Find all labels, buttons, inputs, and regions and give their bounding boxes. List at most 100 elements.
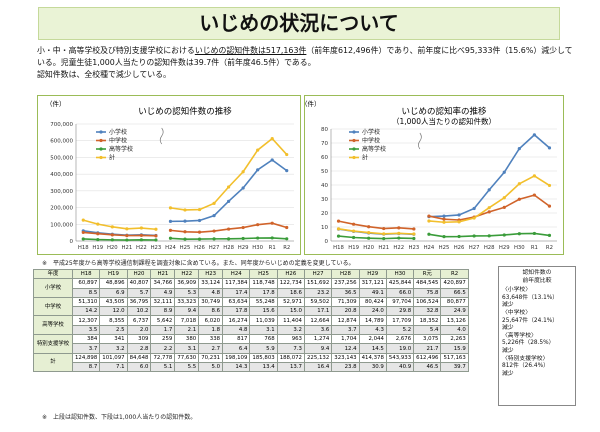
data-point <box>197 230 202 234</box>
data-point <box>168 236 173 240</box>
data-point <box>154 238 158 242</box>
rate-cell: 19.0 <box>385 343 415 354</box>
count-cell: 341 <box>99 334 128 345</box>
count-cell: 1,704 <box>331 334 360 345</box>
count-cell: 817 <box>222 334 251 345</box>
count-cell: 151,692 <box>303 278 333 289</box>
rate-cell: 6.4 <box>222 343 251 354</box>
data-point <box>256 236 260 240</box>
rate-cell: 5.4 <box>413 324 442 336</box>
y-tick-label: 200,000 <box>50 206 73 212</box>
x-tick-label: H30 <box>252 245 263 251</box>
table-row: 中学校 51,310 43,505 36,795 32,111 33,323 30,749 6… <box>33 296 469 317</box>
data-point <box>412 227 416 231</box>
table-row: 特別支援学校 384 341 309 259 380 338 817 768 963 1,274 1,… <box>33 334 469 354</box>
table-note: ※ 上段は認知件数、下段は1,000人当たりの認知件数。 <box>42 414 197 421</box>
comparison-line: 減少 <box>502 302 514 309</box>
data-point <box>256 148 260 152</box>
rate-cell: 8.9 <box>150 306 176 317</box>
data-point <box>285 169 289 173</box>
legend-label: 高等学校 <box>109 145 133 153</box>
y-unit-label: （件） <box>305 99 321 108</box>
rate-cell: 15.9 <box>440 343 469 354</box>
count-cell: 11,039 <box>249 315 278 326</box>
rate-cell: 6.9 <box>99 287 128 298</box>
data-point <box>367 236 371 240</box>
data-point <box>183 208 187 212</box>
x-tick-label: H18 <box>333 245 344 251</box>
comparison-line: 〈高等学校〉 <box>502 332 537 339</box>
comparison-box: 認知件数の 前年度比較 〈小学校〉 63,648件（13.1%） 減少 〈中学校〉 25… <box>498 266 576 406</box>
data-point <box>154 227 158 231</box>
row-label: 小学校 <box>33 278 73 298</box>
data-point <box>547 233 552 237</box>
data-point <box>227 227 231 231</box>
x-tick-label: R1 <box>269 245 276 251</box>
count-cell: 425,844 <box>385 278 415 289</box>
count-cell: 188,072 <box>276 352 305 363</box>
data-point <box>270 158 274 162</box>
x-tick-label: H23 <box>408 245 419 251</box>
count-cell: 317,121 <box>358 278 387 289</box>
count-cell: 101,097 <box>99 352 128 363</box>
count-cell: 59,502 <box>303 296 333 308</box>
count-cell: 12,874 <box>331 315 360 326</box>
count-cell: 14,789 <box>358 315 387 326</box>
count-cell: 414,378 <box>358 352 387 363</box>
rate-cell: 12.0 <box>99 306 128 317</box>
x-tick-label: R2 <box>546 245 553 251</box>
break-mark <box>159 127 164 145</box>
x-tick-label: H28 <box>223 245 234 251</box>
data-point <box>285 152 289 157</box>
count-cell: 198,109 <box>222 352 251 363</box>
row-label: 中学校 <box>33 296 73 317</box>
rate-cell: 3.2 <box>276 324 305 336</box>
legend-marker <box>352 138 356 143</box>
rate-cell: 39.7 <box>440 361 469 373</box>
data-point <box>517 197 521 201</box>
rate-cell: 3.1 <box>174 343 200 354</box>
count-cell: 768 <box>249 334 278 345</box>
legend-label: 小学校 <box>362 128 380 136</box>
rate-cell: 5.5 <box>174 361 200 373</box>
data-point <box>139 238 143 242</box>
count-cell: 259 <box>150 334 176 345</box>
table-row: 小学校 60,897 48,896 40,807 34,766 36,909 33,124 1… <box>33 278 469 298</box>
count-cell: 34,766 <box>150 278 176 289</box>
data-point <box>168 219 173 223</box>
y-tick-label: 0 <box>70 239 74 245</box>
y-tick-label: 60 <box>321 155 328 161</box>
rate-cell: 3.5 <box>71 324 101 336</box>
count-cell: 1,274 <box>303 334 333 345</box>
x-tick-label: H27 <box>209 245 220 251</box>
count-cell: 51,310 <box>71 296 101 308</box>
x-tick-label: H28 <box>484 245 495 251</box>
count-cell: 36,795 <box>126 296 152 308</box>
data-point <box>442 217 446 221</box>
x-tick-label: H18 <box>78 245 89 251</box>
data-point <box>212 237 216 241</box>
data-point <box>81 230 85 235</box>
x-tick-label: H21 <box>378 245 389 251</box>
data-point <box>352 229 356 233</box>
data-point <box>442 235 446 239</box>
chart-note: ※ 平成25年度から高等学校通信制課程を調査対象に含めている。また、同年度からい… <box>42 260 355 267</box>
rate-cell: 23.2 <box>303 287 333 298</box>
data-point <box>285 225 289 230</box>
data-point <box>382 232 386 236</box>
data-point <box>547 146 552 150</box>
data-point <box>457 220 461 224</box>
data-point <box>412 232 416 236</box>
table-corner: 年度 <box>33 268 73 280</box>
year-header: H18 <box>71 268 101 280</box>
x-tick-label: H23 <box>151 245 162 251</box>
data-point <box>81 218 85 222</box>
count-cell: 309 <box>126 334 152 345</box>
data-point <box>487 234 491 238</box>
count-cell: 16,274 <box>222 315 251 326</box>
comparison-line: 〈中学校〉 <box>502 309 531 316</box>
comparison-line: 5,226件（28.5%） <box>502 340 555 347</box>
rate-cell: 3.1 <box>249 324 278 336</box>
rate-cell: 4.0 <box>440 324 469 336</box>
